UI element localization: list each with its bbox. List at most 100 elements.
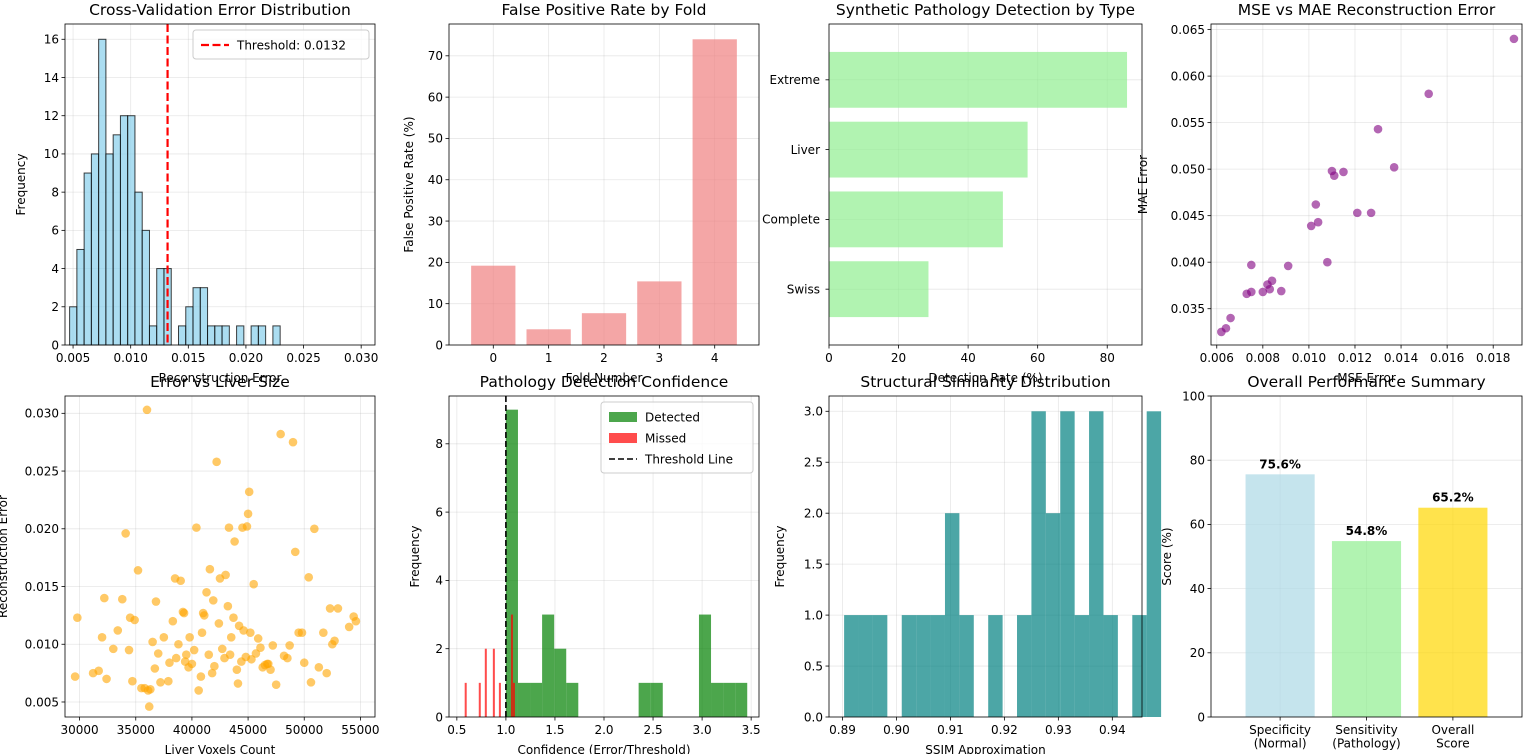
y-tick-label-2: Complete [762,213,820,227]
histogram-bar [1146,411,1162,717]
scatter-point [187,659,197,669]
legend-entry: Threshold: 0.0132 [236,39,346,53]
x-axis-label-1: Fold Number [566,371,643,385]
scatter-point [1313,217,1323,227]
axes-frame-0 [64,23,376,346]
x-tick-label-0: 0.015 [171,351,205,365]
histogram-bar [90,153,100,346]
scatter-point [150,664,160,673]
scatter-point [204,650,214,659]
scatter-point [233,679,243,688]
axes-frame-6 [828,395,1143,718]
scatter-point [251,649,261,658]
histogram-bar [214,325,223,346]
scatter-point [288,437,298,447]
x-tick-label-6: 0.90 [883,723,910,737]
scatter-point [225,650,235,659]
scatter-point [128,676,137,686]
histogram-bar [69,306,78,346]
x-tick-label-2: 20 [891,351,906,365]
histogram-bar [134,191,143,346]
bar-type-extreme [829,51,1128,108]
x-tick-label-7: (Pathology) [1332,737,1400,751]
histogram-bar [916,615,931,717]
scatter-point [165,658,174,668]
scatter-point [121,529,130,538]
y-tick-label-1: 40 [428,173,443,187]
chart-title-2: Synthetic Pathology Detection by Type [836,1,1135,19]
scatter-point [1247,287,1256,297]
scatter-point [243,509,253,519]
y-tick-label-7: 0 [1197,710,1205,724]
scatter-point [285,641,294,650]
scatter-point [306,678,316,687]
histogram-bar-detected [542,614,555,717]
x-tick-label-2: 60 [1030,351,1045,365]
y-tick-label-6: 0.0 [804,710,823,724]
histogram-bar [930,615,945,717]
histogram-bar [83,172,92,346]
legend-box [192,29,370,60]
histogram-bar-missed [498,682,501,717]
scatter-point [108,644,118,654]
legend-entry: Missed [645,432,686,446]
scatter-point [224,523,234,532]
scatter-point [1221,323,1231,333]
x-tick-label-3: 0.016 [1430,351,1464,365]
histogram-bar [207,325,216,346]
x-tick-label-6: 0.93 [1045,723,1072,737]
histogram-bar [105,153,114,346]
scatter-point [314,663,324,672]
legend-box [600,401,754,474]
x-tick-label-4: 40000 [173,723,211,737]
scatter-point [239,626,248,635]
chart-title-6: Structural Similarity Distribution [860,373,1110,391]
y-tick-label-3: 0.045 [1171,209,1205,223]
scatter-point [153,649,163,658]
histogram-bar-detected [517,682,531,717]
histogram-bar-missed [484,648,487,717]
y-tick-label-1: 0 [435,338,443,352]
histogram-bar [944,513,960,717]
y-tick-label-6: 3.0 [804,405,823,419]
scatter-point [1339,167,1348,177]
legend-5: Detected Missed Threshold Line [600,401,754,474]
x-tick-label-2: 0 [825,351,833,365]
axes-frame-1 [448,23,760,346]
scatter-point [217,644,227,654]
y-axis-label-0: Frequency [14,154,28,216]
scatter-point [144,702,154,711]
histogram-bar [98,38,107,346]
x-tick-label-5: 0.5 [447,723,466,737]
scatter-point [179,608,189,618]
x-tick-label-4: 50000 [285,723,323,737]
y-tick-label-1: 60 [428,90,443,104]
histogram-bar [272,325,281,346]
scatter-point [113,626,123,635]
scatter-point [221,570,230,580]
scatter-point [205,564,215,574]
legend-swatch [609,433,637,443]
y-tick-label-6: 2.5 [804,456,823,470]
axes-frame-5 [448,395,760,718]
x-tick-label-3: 0.014 [1384,351,1418,365]
scatter-point [244,487,254,497]
histogram-bar-detected [723,682,736,717]
x-tick-label-6: 0.89 [829,723,856,737]
scatter-point [1509,34,1519,44]
x-tick-label-4: 30000 [61,723,99,737]
bar-type-swiss [829,261,929,318]
x-tick-label-5: 1.5 [545,723,564,737]
histogram-bar [1132,615,1147,717]
histogram-bar-detected [638,682,651,717]
y-tick-label-2: Swiss [787,282,820,296]
scatter-point [322,668,332,678]
histogram-bar-missed [464,682,467,717]
scatter-point [283,653,292,663]
x-tick-label-7: Sensitivity [1335,723,1397,737]
legend-swatch [609,412,637,422]
x-tick-label-3: 0.010 [1292,351,1326,365]
y-tick-label-3: 0.040 [1171,255,1205,269]
y-tick-label-3: 0.065 [1171,23,1205,37]
